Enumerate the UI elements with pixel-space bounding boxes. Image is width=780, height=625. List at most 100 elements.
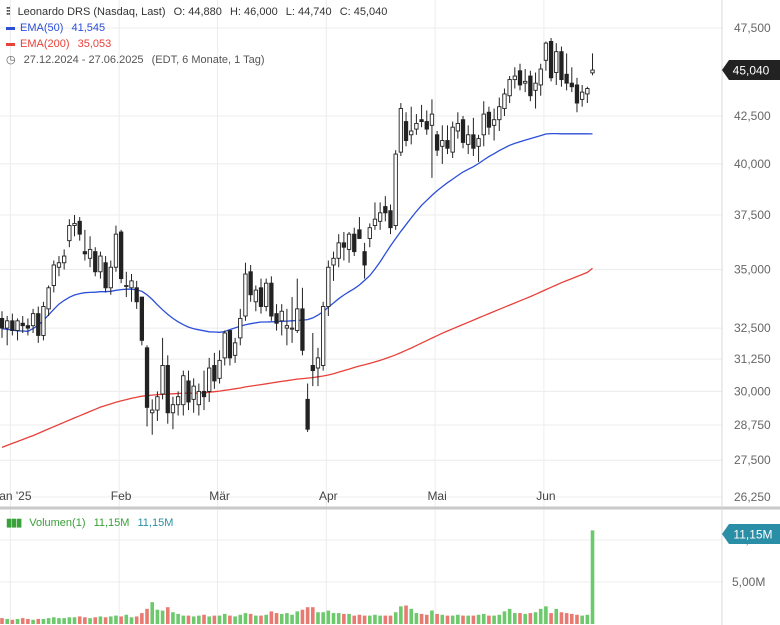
volume-bar[interactable] xyxy=(119,616,123,624)
volume-bar[interactable] xyxy=(435,613,439,624)
volume-bar[interactable] xyxy=(191,616,196,624)
volume-bar[interactable] xyxy=(342,613,346,624)
volume-bar[interactable] xyxy=(129,617,134,624)
candle[interactable] xyxy=(497,97,502,131)
candle[interactable] xyxy=(512,67,517,89)
volume-bar[interactable] xyxy=(52,617,56,624)
volume-bar[interactable] xyxy=(222,613,227,624)
volume-bar[interactable] xyxy=(217,615,222,624)
candle[interactable] xyxy=(331,251,336,281)
candle[interactable] xyxy=(523,69,528,93)
candle[interactable] xyxy=(310,332,315,387)
candle[interactable] xyxy=(274,304,279,331)
candle[interactable] xyxy=(93,247,98,277)
volume-bar[interactable] xyxy=(300,609,305,624)
candle[interactable] xyxy=(398,103,404,157)
volume-bar[interactable] xyxy=(171,612,175,624)
candle[interactable] xyxy=(528,70,533,102)
candle[interactable] xyxy=(248,264,253,302)
candle[interactable] xyxy=(289,297,295,343)
volume-bar[interactable] xyxy=(549,613,553,624)
volume-bar[interactable] xyxy=(538,608,543,624)
volume-bar[interactable] xyxy=(404,605,408,624)
volume-bar[interactable] xyxy=(134,616,139,624)
candle[interactable] xyxy=(279,304,284,336)
candle[interactable] xyxy=(434,130,440,157)
volume-bar[interactable] xyxy=(165,607,170,624)
candle[interactable] xyxy=(574,77,580,113)
volume-bar[interactable] xyxy=(331,613,336,624)
candle[interactable] xyxy=(559,46,564,87)
candle[interactable] xyxy=(507,76,512,104)
chart-type-icon[interactable]: ⫶⫶ xyxy=(6,6,10,18)
candle[interactable] xyxy=(118,229,124,284)
candle[interactable] xyxy=(580,84,585,107)
candle[interactable] xyxy=(450,121,455,158)
candle[interactable] xyxy=(403,112,409,147)
candle[interactable] xyxy=(295,278,300,333)
candle[interactable] xyxy=(543,41,549,71)
candle[interactable] xyxy=(103,256,108,293)
volume-bar[interactable] xyxy=(580,615,584,624)
candle[interactable] xyxy=(56,256,62,277)
volume-bar[interactable] xyxy=(585,614,590,624)
candle[interactable] xyxy=(72,214,77,237)
candle[interactable] xyxy=(36,306,41,343)
volume-bar[interactable] xyxy=(10,619,15,624)
candle[interactable] xyxy=(227,330,233,366)
candle[interactable] xyxy=(134,280,139,309)
candle[interactable] xyxy=(590,53,595,76)
volume-bar[interactable] xyxy=(243,613,248,624)
volume-bar[interactable] xyxy=(352,615,357,624)
candle[interactable] xyxy=(383,196,388,222)
volume-bar[interactable] xyxy=(305,607,310,624)
volume-bar[interactable] xyxy=(15,618,20,624)
volume-bar[interactable] xyxy=(570,613,574,624)
candle[interactable] xyxy=(460,115,466,149)
candle[interactable] xyxy=(424,110,429,135)
volume-bar[interactable] xyxy=(316,612,320,624)
volume-bar[interactable] xyxy=(98,616,103,624)
volume-bar[interactable] xyxy=(103,617,108,624)
candle[interactable] xyxy=(305,383,310,432)
volume-bar[interactable] xyxy=(445,615,450,624)
candle[interactable] xyxy=(284,308,290,346)
candle[interactable] xyxy=(15,318,20,341)
volume-bar[interactable] xyxy=(108,616,113,624)
volume-bar[interactable] xyxy=(393,612,398,624)
candle[interactable] xyxy=(548,38,554,82)
volume-bar[interactable] xyxy=(471,615,476,624)
legend-ema50[interactable]: EMA(50) 41,545 xyxy=(6,20,110,36)
volume-bar[interactable] xyxy=(373,614,377,624)
volume-bar[interactable] xyxy=(264,614,268,624)
candle[interactable] xyxy=(315,347,321,387)
candle[interactable] xyxy=(517,63,523,91)
legend-ema200[interactable]: EMA(200) 35,053 xyxy=(6,36,116,52)
candle[interactable] xyxy=(165,355,170,424)
candle[interactable] xyxy=(264,278,269,312)
candle[interactable] xyxy=(377,202,383,230)
volume-bar[interactable] xyxy=(430,610,434,624)
candle[interactable] xyxy=(569,67,574,93)
candle[interactable] xyxy=(538,63,543,96)
volume-bar[interactable] xyxy=(285,613,289,624)
volume-bar[interactable] xyxy=(466,615,470,624)
candle[interactable] xyxy=(258,278,264,314)
volume-bar[interactable] xyxy=(41,618,46,624)
volume-bar[interactable] xyxy=(507,608,512,624)
candle[interactable] xyxy=(367,223,372,248)
candle[interactable] xyxy=(191,378,196,413)
volume-bar[interactable] xyxy=(238,614,243,624)
volume-bar[interactable] xyxy=(295,611,300,624)
volume-bar[interactable] xyxy=(31,619,35,624)
volume-bar[interactable] xyxy=(57,618,61,624)
volume-bars[interactable] xyxy=(0,530,595,624)
candle[interactable] xyxy=(30,308,36,333)
candle[interactable] xyxy=(429,99,435,178)
candle[interactable] xyxy=(77,217,82,241)
candle[interactable] xyxy=(113,225,119,272)
volume-bar[interactable] xyxy=(160,610,165,624)
volume-bar[interactable] xyxy=(575,614,579,624)
candle[interactable] xyxy=(160,337,165,400)
